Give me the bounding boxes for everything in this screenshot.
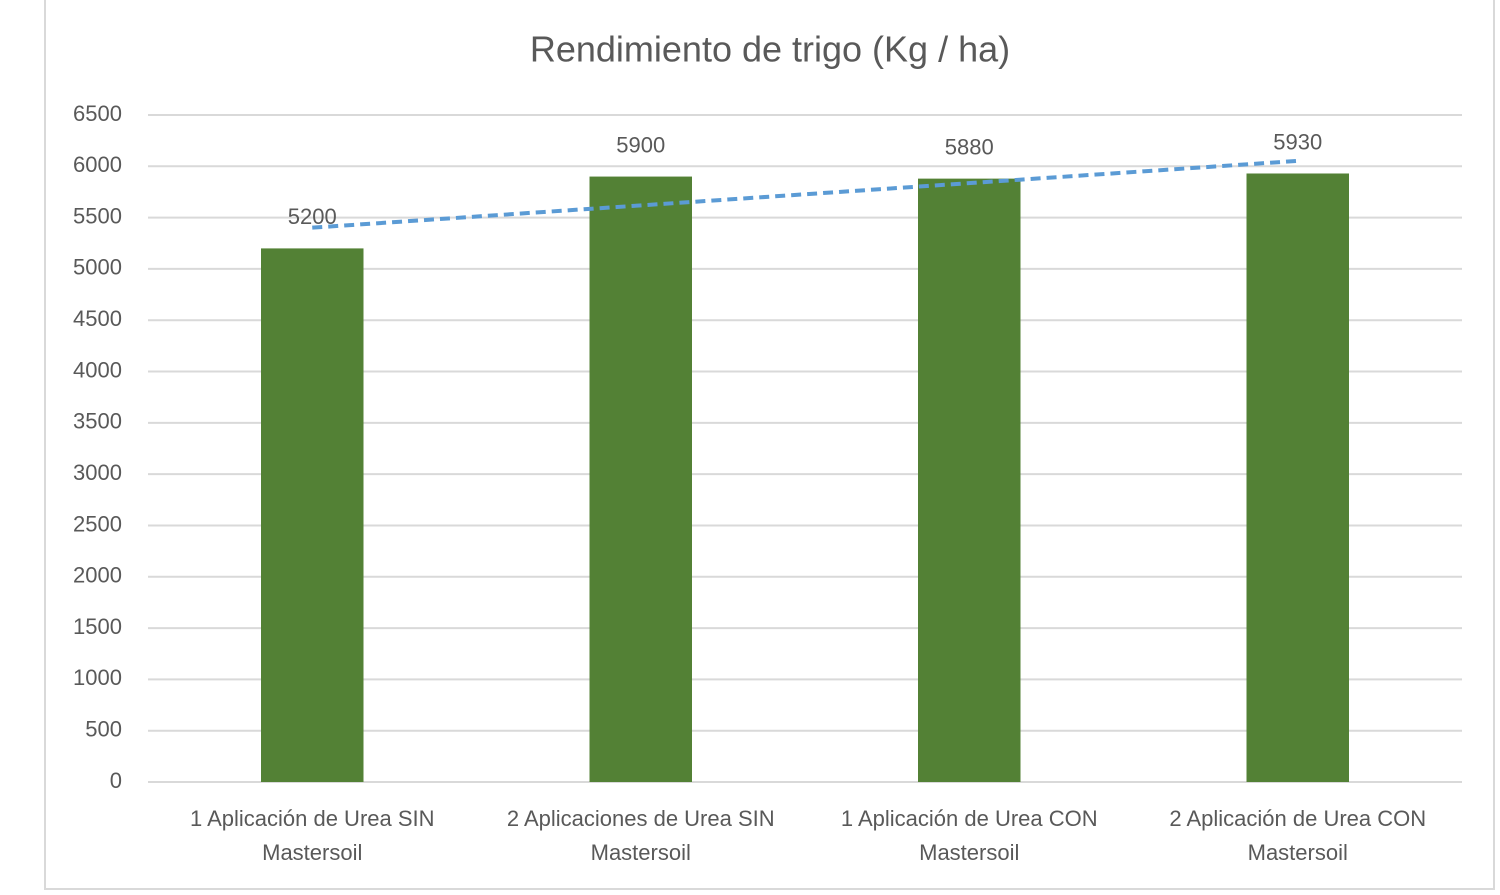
y-tick-label: 2500 [73,511,122,536]
y-tick-label: 6500 [73,101,122,126]
x-tick-label: 1 Aplicación de Urea CON Mastersoil [840,806,1098,865]
x-tick-label: 2 Aplicaciones de Urea SIN Mastersoil [506,806,775,865]
x-tick-label: 1 Aplicación de Urea SIN Mastersoil [189,806,435,865]
data-label: 5900 [616,132,665,157]
data-label: 5880 [945,134,994,159]
y-tick-label: 5000 [73,255,122,280]
y-tick-label: 5500 [73,203,122,228]
bar [1246,173,1349,782]
bar [918,178,1021,783]
y-tick-label: 4500 [73,306,122,331]
y-tick-label: 1000 [73,665,122,690]
y-tick-label: 6000 [73,152,122,177]
x-tick-label: 2 Aplicación de Urea CON Mastersoil [1169,806,1427,865]
data-label: 5930 [1273,129,1322,154]
y-tick-label: 3000 [73,460,122,485]
chart-title: Rendimiento de trigo (Kg / ha) [530,29,1010,70]
y-tick-label: 4000 [73,357,122,382]
bar [589,176,692,783]
bar [261,248,364,782]
y-tick-label: 3500 [73,409,122,434]
y-tick-label: 2000 [73,563,122,588]
y-tick-label: 0 [110,768,122,793]
y-tick-label: 500 [85,717,122,742]
trendline [312,158,1298,230]
y-tick-label: 1500 [73,614,122,639]
